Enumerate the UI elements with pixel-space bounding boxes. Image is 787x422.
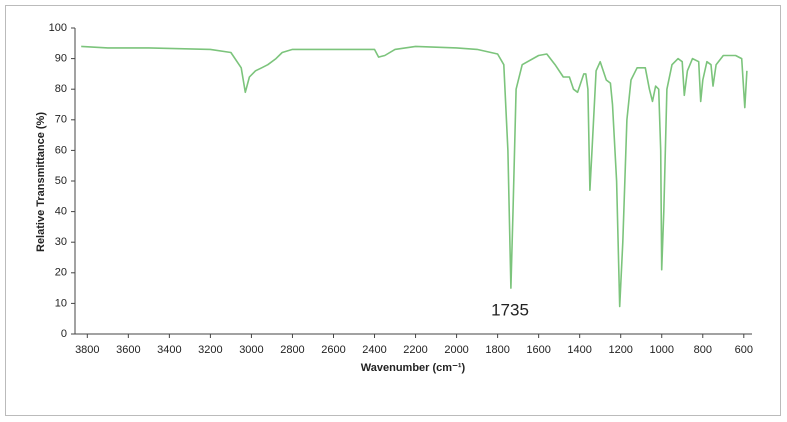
- y-tick-label: 30: [55, 236, 67, 248]
- y-axis-label: Relative Transmittance (%): [35, 112, 47, 252]
- x-tick-label: 3600: [116, 344, 140, 356]
- spectrum-line: [81, 45, 748, 308]
- y-tick-label: 20: [55, 267, 67, 279]
- y-tick-label: 90: [55, 53, 67, 65]
- x-tick-label: 2000: [444, 344, 468, 356]
- y-tick-label: 70: [55, 114, 67, 126]
- y-tick-label: 60: [55, 144, 67, 156]
- x-tick-label: 3000: [239, 344, 263, 356]
- x-tick-label: 600: [735, 344, 753, 356]
- x-tick-label: 3800: [75, 344, 99, 356]
- y-tick-label: 80: [55, 83, 67, 95]
- x-tick-label: 1400: [567, 344, 591, 356]
- x-tick-label: 1600: [526, 344, 550, 356]
- x-tick-label: 2600: [321, 344, 345, 356]
- frame: [5, 5, 781, 416]
- x-tick-label: 2800: [280, 344, 304, 356]
- x-tick-label: 1000: [649, 344, 673, 356]
- y-tick-label: 100: [49, 22, 67, 34]
- x-tick-label: 1800: [485, 344, 509, 356]
- y-tick-label: 0: [61, 328, 67, 340]
- x-tick-label: 800: [694, 344, 712, 356]
- y-tick-label: 40: [55, 206, 67, 218]
- x-tick-label: 3200: [198, 344, 222, 356]
- y-tick-label: 10: [55, 297, 67, 309]
- x-tick-label: 1200: [608, 344, 632, 356]
- x-tick-label: 2400: [362, 344, 386, 356]
- x-axis-label: Wavenumber (cm⁻¹): [361, 362, 466, 374]
- x-tick-label: 3400: [157, 344, 181, 356]
- annotation: 1735: [491, 300, 529, 319]
- x-tick-label: 2200: [403, 344, 427, 356]
- y-tick-label: 50: [55, 175, 67, 187]
